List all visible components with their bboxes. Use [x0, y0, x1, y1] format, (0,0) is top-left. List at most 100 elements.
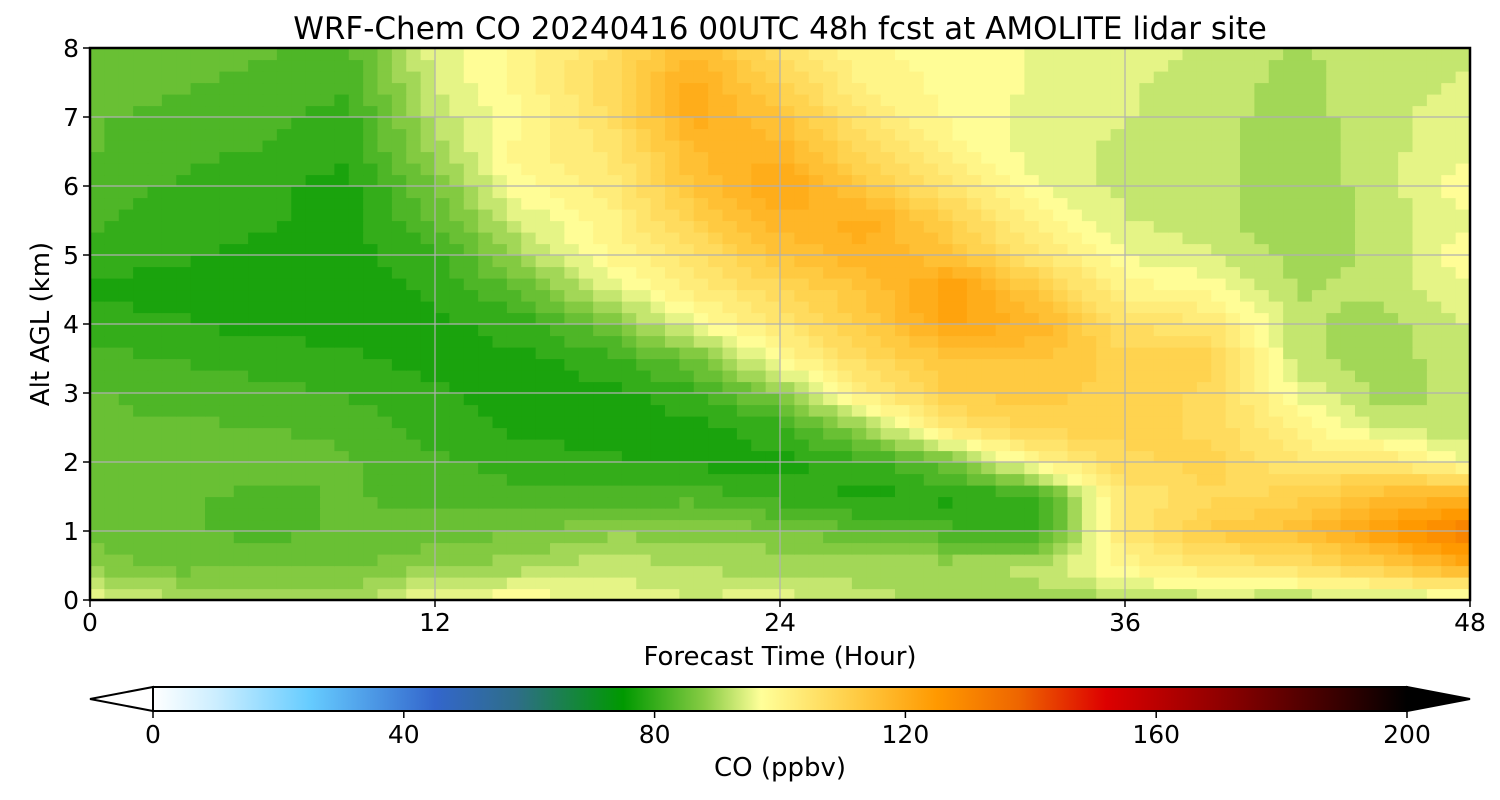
contour-cell — [578, 82, 594, 95]
contour-cell — [808, 496, 824, 509]
contour-cell — [1254, 59, 1270, 72]
contour-cell — [1283, 82, 1299, 95]
contour-cell — [665, 335, 680, 348]
contour-cell — [1225, 289, 1241, 302]
contour-cell — [1038, 301, 1054, 314]
contour-cell — [794, 186, 810, 199]
contour-cell — [1168, 381, 1184, 394]
contour-cell — [377, 278, 393, 291]
contour-cell — [621, 427, 637, 440]
contour-cell — [1340, 71, 1356, 84]
contour-cell — [981, 542, 997, 555]
contour-cell — [205, 542, 220, 555]
contour-cell — [205, 301, 220, 314]
contour-cell — [463, 370, 479, 383]
contour-cell — [765, 197, 781, 210]
contour-cell — [190, 404, 206, 417]
contour-cell — [420, 473, 436, 486]
contour-cell — [391, 209, 407, 222]
contour-cell — [147, 301, 163, 314]
contour-cell — [995, 473, 1011, 486]
contour-cell — [981, 496, 997, 509]
contour-cell — [104, 439, 120, 452]
contour-cell — [1125, 220, 1140, 233]
contour-cell — [535, 519, 551, 532]
contour-cell — [478, 416, 494, 429]
contour-cell — [966, 278, 982, 291]
contour-cell — [650, 542, 666, 555]
contour-cell — [650, 140, 666, 153]
contour-cell — [1383, 450, 1399, 463]
contour-cell — [1326, 370, 1342, 383]
contour-cell — [550, 174, 565, 187]
contour-cell — [736, 496, 752, 509]
contour-cell — [449, 577, 465, 590]
contour-cell — [1268, 128, 1284, 141]
contour-cell — [621, 508, 637, 521]
contour-cell — [679, 508, 695, 521]
contour-cell — [377, 186, 393, 199]
contour-cell — [923, 508, 939, 521]
contour-cell — [104, 128, 120, 141]
contour-cell — [1254, 209, 1270, 222]
contour-cell — [952, 289, 968, 302]
contour-cell — [1211, 255, 1227, 268]
contour-cell — [736, 519, 752, 532]
contour-cell — [118, 519, 134, 532]
contour-cell — [104, 220, 120, 233]
contour-cell — [1110, 140, 1126, 153]
contour-cell — [1038, 232, 1054, 245]
contour-cell — [363, 140, 379, 153]
contour-cell — [736, 485, 752, 498]
contour-cell — [995, 347, 1011, 360]
contour-cell — [938, 289, 954, 302]
contour-cell — [765, 588, 781, 601]
contour-cell — [320, 335, 335, 348]
contour-cell — [765, 485, 781, 498]
contour-cell — [1125, 588, 1140, 601]
contour-cell — [276, 508, 292, 521]
contour-cell — [895, 381, 910, 394]
contour-cell — [161, 542, 177, 555]
contour-cell — [952, 71, 968, 84]
contour-cell — [1196, 554, 1212, 567]
contour-cell — [391, 59, 407, 72]
contour-cell — [521, 140, 537, 153]
contour-cell — [679, 393, 695, 406]
contour-cell — [1125, 496, 1140, 509]
contour-cell — [1010, 496, 1025, 509]
contour-cell — [1441, 542, 1457, 555]
contour-cell — [1225, 163, 1241, 176]
contour-cell — [895, 209, 910, 222]
contour-cell — [736, 439, 752, 452]
contour-cell — [895, 255, 910, 268]
contour-cell — [751, 266, 767, 279]
contour-cell — [420, 531, 436, 544]
contour-cell — [751, 174, 767, 187]
contour-cell — [492, 48, 508, 61]
contour-cell — [679, 519, 695, 532]
contour-cell — [1153, 243, 1169, 256]
contour-cell — [1383, 542, 1399, 555]
contour-cell — [90, 519, 105, 532]
contour-cell — [1024, 174, 1040, 187]
contour-cell — [1125, 140, 1140, 153]
contour-cell — [564, 404, 580, 417]
contour-cell — [952, 588, 968, 601]
contour-cell — [981, 427, 997, 440]
contour-cell — [851, 473, 867, 486]
contour-cell — [564, 232, 580, 245]
contour-cell — [1340, 48, 1356, 61]
contour-cell — [190, 197, 206, 210]
contour-cell — [794, 312, 810, 325]
contour-cell — [118, 347, 134, 360]
contour-cell — [1369, 347, 1385, 360]
contour-cell — [492, 289, 508, 302]
contour-cell — [722, 588, 738, 601]
contour-cell — [205, 588, 220, 601]
contour-cell — [909, 565, 925, 578]
contour-cell — [1297, 508, 1313, 521]
contour-cell — [1067, 508, 1083, 521]
contour-cell — [1081, 427, 1097, 440]
contour-cell — [1211, 473, 1227, 486]
